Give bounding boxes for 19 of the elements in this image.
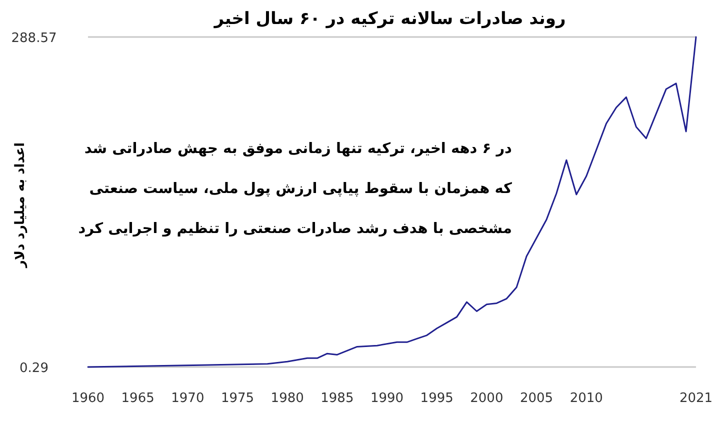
x-tick-label: 1995 — [420, 391, 454, 406]
x-tick-label: 2010 — [570, 391, 603, 406]
x-tick-label: 1960 — [71, 391, 105, 406]
annotation: مشخصی با هدف رشد صادرات صنعتی را تنظیم و اجرایی کرد — [78, 221, 512, 237]
annotation: در ۶ دهه اخیر، ترکیه تنها زمانی موفق به جهش صادراتی شد — [84, 141, 512, 157]
x-tick-label: 2021 — [679, 391, 713, 406]
x-tick-label: 1975 — [220, 391, 254, 406]
y-axis-title: اعداد به میلیارد دلار — [13, 142, 28, 269]
annotation: که همزمان با سقوط پیاپی ارزش پول ملی، سیاست صنعتی — [89, 181, 513, 197]
x-tick-label: 2005 — [520, 391, 554, 406]
x-tick-label: 2000 — [470, 391, 504, 406]
y-tick-label: 288.57 — [11, 31, 57, 46]
x-tick-label: 1980 — [270, 391, 304, 406]
x-tick-label: 1965 — [121, 391, 154, 406]
x-tick-label: 1990 — [370, 391, 404, 406]
chart-title: روند صادرات سالانه ترکیه در ۶۰ سال اخیر — [213, 9, 566, 29]
x-tick-label: 1985 — [320, 391, 354, 406]
y-tick-label: 0.29 — [20, 361, 48, 376]
x-tick-label: 1970 — [171, 391, 204, 406]
